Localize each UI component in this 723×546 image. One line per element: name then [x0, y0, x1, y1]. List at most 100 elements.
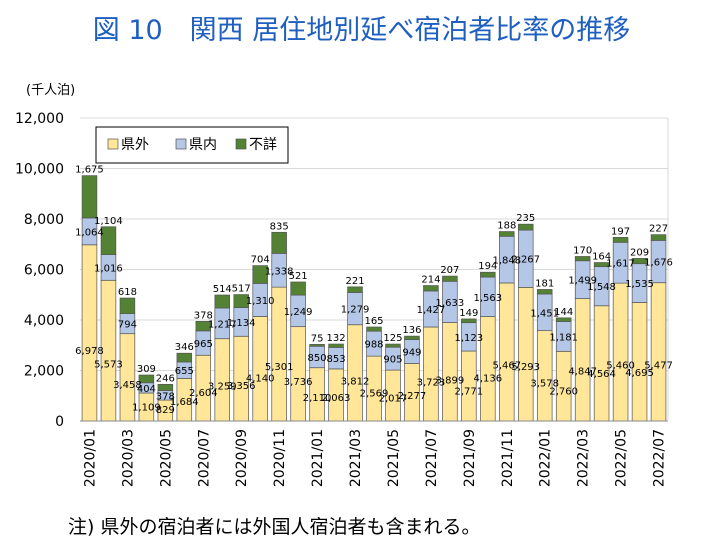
data-label: 949 — [402, 348, 421, 359]
legend-label: 不詳 — [249, 137, 277, 153]
chart-title: 図 10 関西 居住地別延べ宿泊者比率の推移 — [92, 15, 631, 46]
data-label: 207 — [440, 265, 459, 276]
data-label: 5,467 — [492, 361, 521, 372]
bar-segment-kengai — [612, 282, 629, 422]
data-label: 75 — [311, 333, 324, 344]
x-tick-label: 2020/11 — [272, 429, 288, 487]
data-label: 618 — [118, 287, 137, 298]
data-label: 1,123 — [455, 333, 484, 344]
data-label: 194 — [478, 261, 497, 272]
bar-segment-fushou — [119, 297, 136, 314]
bar-segment-fushou — [366, 326, 382, 332]
bar-segment-fushou — [593, 262, 610, 268]
bar-segment-fushou — [252, 265, 268, 284]
y-tick-label: 6,000 — [24, 263, 64, 279]
data-label: 1,134 — [227, 318, 256, 329]
data-label: 209 — [630, 247, 649, 258]
bar-segment-fushou — [138, 374, 155, 384]
data-label: 1,848 — [492, 256, 521, 267]
data-label: 905 — [383, 355, 402, 366]
bar-segment-fushou — [271, 231, 287, 254]
data-label: 2,771 — [455, 386, 484, 397]
data-label: 1,675 — [75, 165, 104, 176]
bar-segment-kengai — [290, 326, 306, 422]
data-label: 835 — [270, 221, 289, 232]
data-label: 988 — [364, 340, 383, 351]
data-label: 5,301 — [265, 362, 294, 373]
x-tick-label: 2022/05 — [614, 429, 630, 487]
x-tick-label: 2021/01 — [310, 429, 326, 487]
bar-segment-fushou — [195, 320, 212, 332]
bar-segment-fushou — [81, 175, 98, 219]
x-tick-label: 2020/05 — [158, 429, 174, 487]
data-label: 197 — [611, 226, 630, 237]
bar-segment-fushou — [290, 281, 306, 296]
bar-segment-kengai — [574, 298, 591, 422]
bar-segment-fushou — [309, 344, 325, 347]
bar-segment-fushou — [499, 231, 515, 237]
data-label: 655 — [175, 366, 194, 377]
bar-segment-kengai — [650, 282, 667, 422]
data-label: 221 — [345, 276, 364, 287]
x-tick-label: 2020/09 — [234, 429, 250, 487]
bar-segment-fushou — [480, 271, 496, 278]
data-label: 1,617 — [606, 259, 635, 270]
bar-segment-kengai — [536, 330, 553, 422]
bar-segment-fushou — [100, 226, 117, 255]
data-label: 309 — [137, 364, 156, 375]
data-label: 794 — [118, 320, 137, 331]
data-label: 2,760 — [549, 387, 578, 398]
data-label: 4,136 — [473, 373, 502, 384]
legend-label: 県内 — [189, 137, 217, 153]
x-tick-label: 2022/01 — [538, 429, 554, 487]
bar-segment-fushou — [555, 317, 572, 322]
y-tick-label: 12,000 — [15, 111, 64, 127]
bar-segment-fushou — [157, 383, 174, 391]
data-label: 378 — [156, 391, 175, 402]
y-tick-label: 0 — [55, 414, 64, 430]
data-label: 5,477 — [644, 360, 673, 371]
y-tick-label: 4,000 — [24, 313, 64, 329]
data-label: 165 — [364, 316, 383, 327]
data-label: 965 — [194, 339, 213, 350]
data-label: 4,695 — [625, 368, 654, 379]
data-label: 1,499 — [568, 276, 597, 287]
data-label: 188 — [497, 221, 516, 232]
bar-segment-fushou — [442, 275, 458, 282]
data-label: 214 — [421, 275, 440, 286]
data-label: 4,564 — [587, 369, 616, 380]
data-label: 4,140 — [246, 373, 275, 384]
data-label: 1,217 — [208, 319, 237, 330]
data-label: 2,110 — [303, 393, 332, 404]
legend-label: 県外 — [121, 137, 149, 153]
data-label: 404 — [137, 384, 156, 395]
data-label: 227 — [649, 224, 668, 235]
data-label: 1,563 — [473, 293, 502, 304]
data-label: 1,338 — [265, 266, 294, 277]
bar-segment-fushou — [404, 335, 420, 340]
data-label: 853 — [327, 354, 346, 365]
data-label: 1,676 — [644, 258, 673, 269]
data-label: 132 — [327, 333, 346, 344]
data-label: 1,427 — [417, 305, 446, 316]
legend-swatch — [175, 138, 187, 150]
data-label: 6,978 — [75, 346, 104, 357]
data-label: 1,016 — [94, 263, 123, 274]
legend-box — [95, 126, 289, 164]
footnote: 注) 県外の宿泊者には外国人宿泊者も含まれる。 — [68, 516, 481, 538]
data-label: 3,736 — [284, 377, 313, 388]
bar-segment-fushou — [347, 286, 363, 293]
data-label: 704 — [251, 255, 270, 266]
bar-segment-fushou — [233, 294, 249, 308]
data-label: 246 — [156, 373, 175, 384]
data-label: 5,293 — [511, 362, 540, 373]
data-label: 378 — [194, 310, 213, 321]
data-label: 3,812 — [341, 376, 370, 387]
data-label: 3,458 — [113, 380, 142, 391]
x-tick-label: 2022/03 — [576, 429, 592, 487]
data-label: 136 — [402, 325, 421, 336]
y-tick-label: 2,000 — [24, 364, 64, 380]
x-tick-label: 2021/07 — [424, 429, 440, 487]
bar-segment-fushou — [517, 223, 534, 231]
